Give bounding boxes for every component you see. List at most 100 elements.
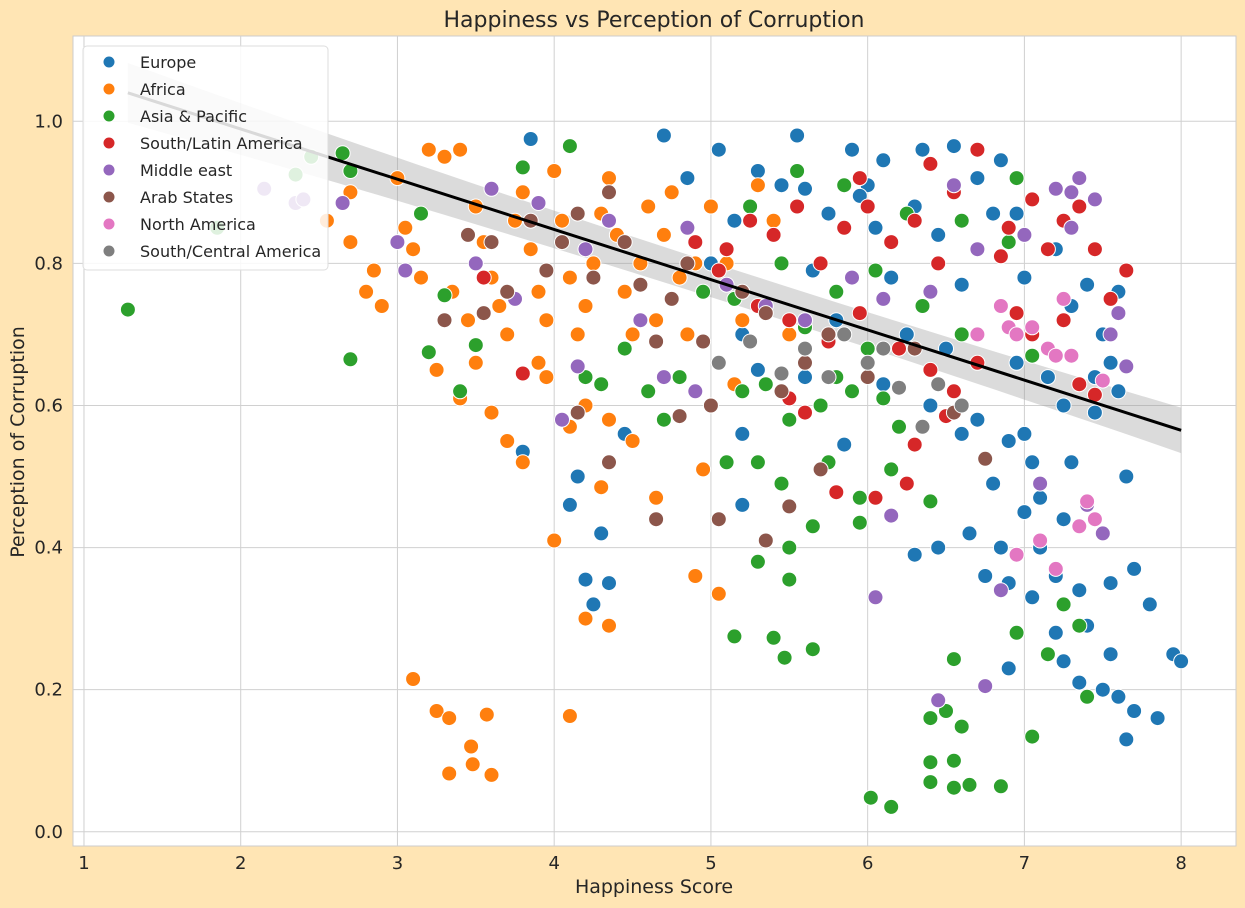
point-africa [405,671,422,687]
legend-marker [102,217,116,231]
point-europe [1055,511,1072,528]
point-north-america [969,326,986,343]
point-asia-pacific [992,778,1009,795]
point-europe [1016,425,1033,442]
point-africa [530,283,547,300]
point-asia-pacific [1024,347,1041,364]
point-middle-east [1063,184,1080,201]
point-arab-states [585,269,602,286]
point-south-latin-america [718,241,735,258]
point-africa [569,326,586,343]
point-europe [883,269,900,286]
point-africa [373,298,390,314]
point-asia-pacific [945,779,962,796]
point-asia-pacific [749,454,766,471]
point-africa [538,312,555,329]
point-europe [961,525,978,542]
point-arab-states [436,312,453,329]
point-africa [601,617,617,634]
point-north-america [992,298,1009,314]
point-middle-east [554,411,570,428]
point-south-latin-america [1102,290,1119,307]
point-europe [797,180,813,197]
point-arab-states [499,283,516,300]
point-africa [601,170,617,187]
point-north-america [1032,532,1049,549]
point-middle-east [467,255,484,272]
x-tick-label: 4 [548,853,559,874]
point-europe [1000,660,1017,677]
point-asia-pacific [561,138,578,155]
point-south-latin-america [475,269,492,286]
point-south-central-america [875,340,892,357]
point-middle-east [530,195,547,211]
point-north-america [1047,347,1064,364]
point-africa [365,262,382,279]
legend-label: South/Latin America [140,134,303,153]
point-europe [577,571,594,588]
point-south-latin-america [922,155,939,172]
point-europe [992,152,1009,169]
point-middle-east [1110,305,1127,322]
point-arab-states [601,184,617,201]
point-asia-pacific [413,205,429,222]
point-middle-east [687,383,704,400]
point-africa [460,312,476,329]
point-africa [554,212,570,229]
point-asia-pacific [922,493,939,510]
point-asia-pacific [953,718,970,735]
point-asia-pacific [640,383,657,400]
point-europe [1016,269,1033,286]
point-asia-pacific [804,518,821,535]
point-south-latin-america [1071,198,1088,215]
point-europe [734,496,751,513]
point-middle-east [632,312,649,329]
point-europe [1086,404,1103,421]
legend-label: South/Central America [140,242,321,261]
point-asia-pacific [914,298,931,314]
point-middle-east [883,507,900,524]
point-south-central-america [820,369,837,386]
point-asia-pacific [119,301,136,318]
point-europe [1102,646,1119,663]
point-arab-states [773,383,790,400]
point-europe [1110,383,1127,400]
point-africa [467,354,484,371]
point-south-latin-america [765,226,782,243]
point-south-latin-america [859,198,876,215]
point-africa [585,255,602,272]
point-africa [358,283,375,300]
x-tick-label: 1 [78,853,89,874]
x-tick-label: 6 [862,853,873,874]
point-south-central-america [914,418,931,435]
point-south-latin-america [922,361,939,378]
point-asia-pacific [844,383,860,400]
y-axis-label: Perception of Corruption [7,326,29,558]
point-south-latin-america [514,365,531,382]
point-europe [836,436,853,453]
point-europe [569,468,586,485]
point-africa [428,703,445,719]
point-asia-pacific [961,776,978,793]
point-africa [464,756,481,773]
point-south-central-america [710,354,727,371]
legend: Europe Africa Asia & Pacific South/Latin Am… [82,45,329,271]
point-south-central-america [891,379,907,396]
point-middle-east [969,241,986,258]
point-africa [624,433,641,449]
point-africa [601,411,617,428]
point-middle-east [1071,170,1088,187]
point-asia-pacific [883,461,900,478]
point-africa [538,369,555,386]
point-middle-east [867,589,884,606]
point-europe [1141,596,1158,613]
point-europe [1055,397,1072,414]
point-africa [702,198,719,215]
point-europe [1149,710,1166,727]
point-middle-east [797,312,813,329]
point-arab-states [601,454,617,471]
point-africa [765,212,782,229]
point-asia-pacific [776,649,793,666]
point-arab-states [710,511,727,528]
